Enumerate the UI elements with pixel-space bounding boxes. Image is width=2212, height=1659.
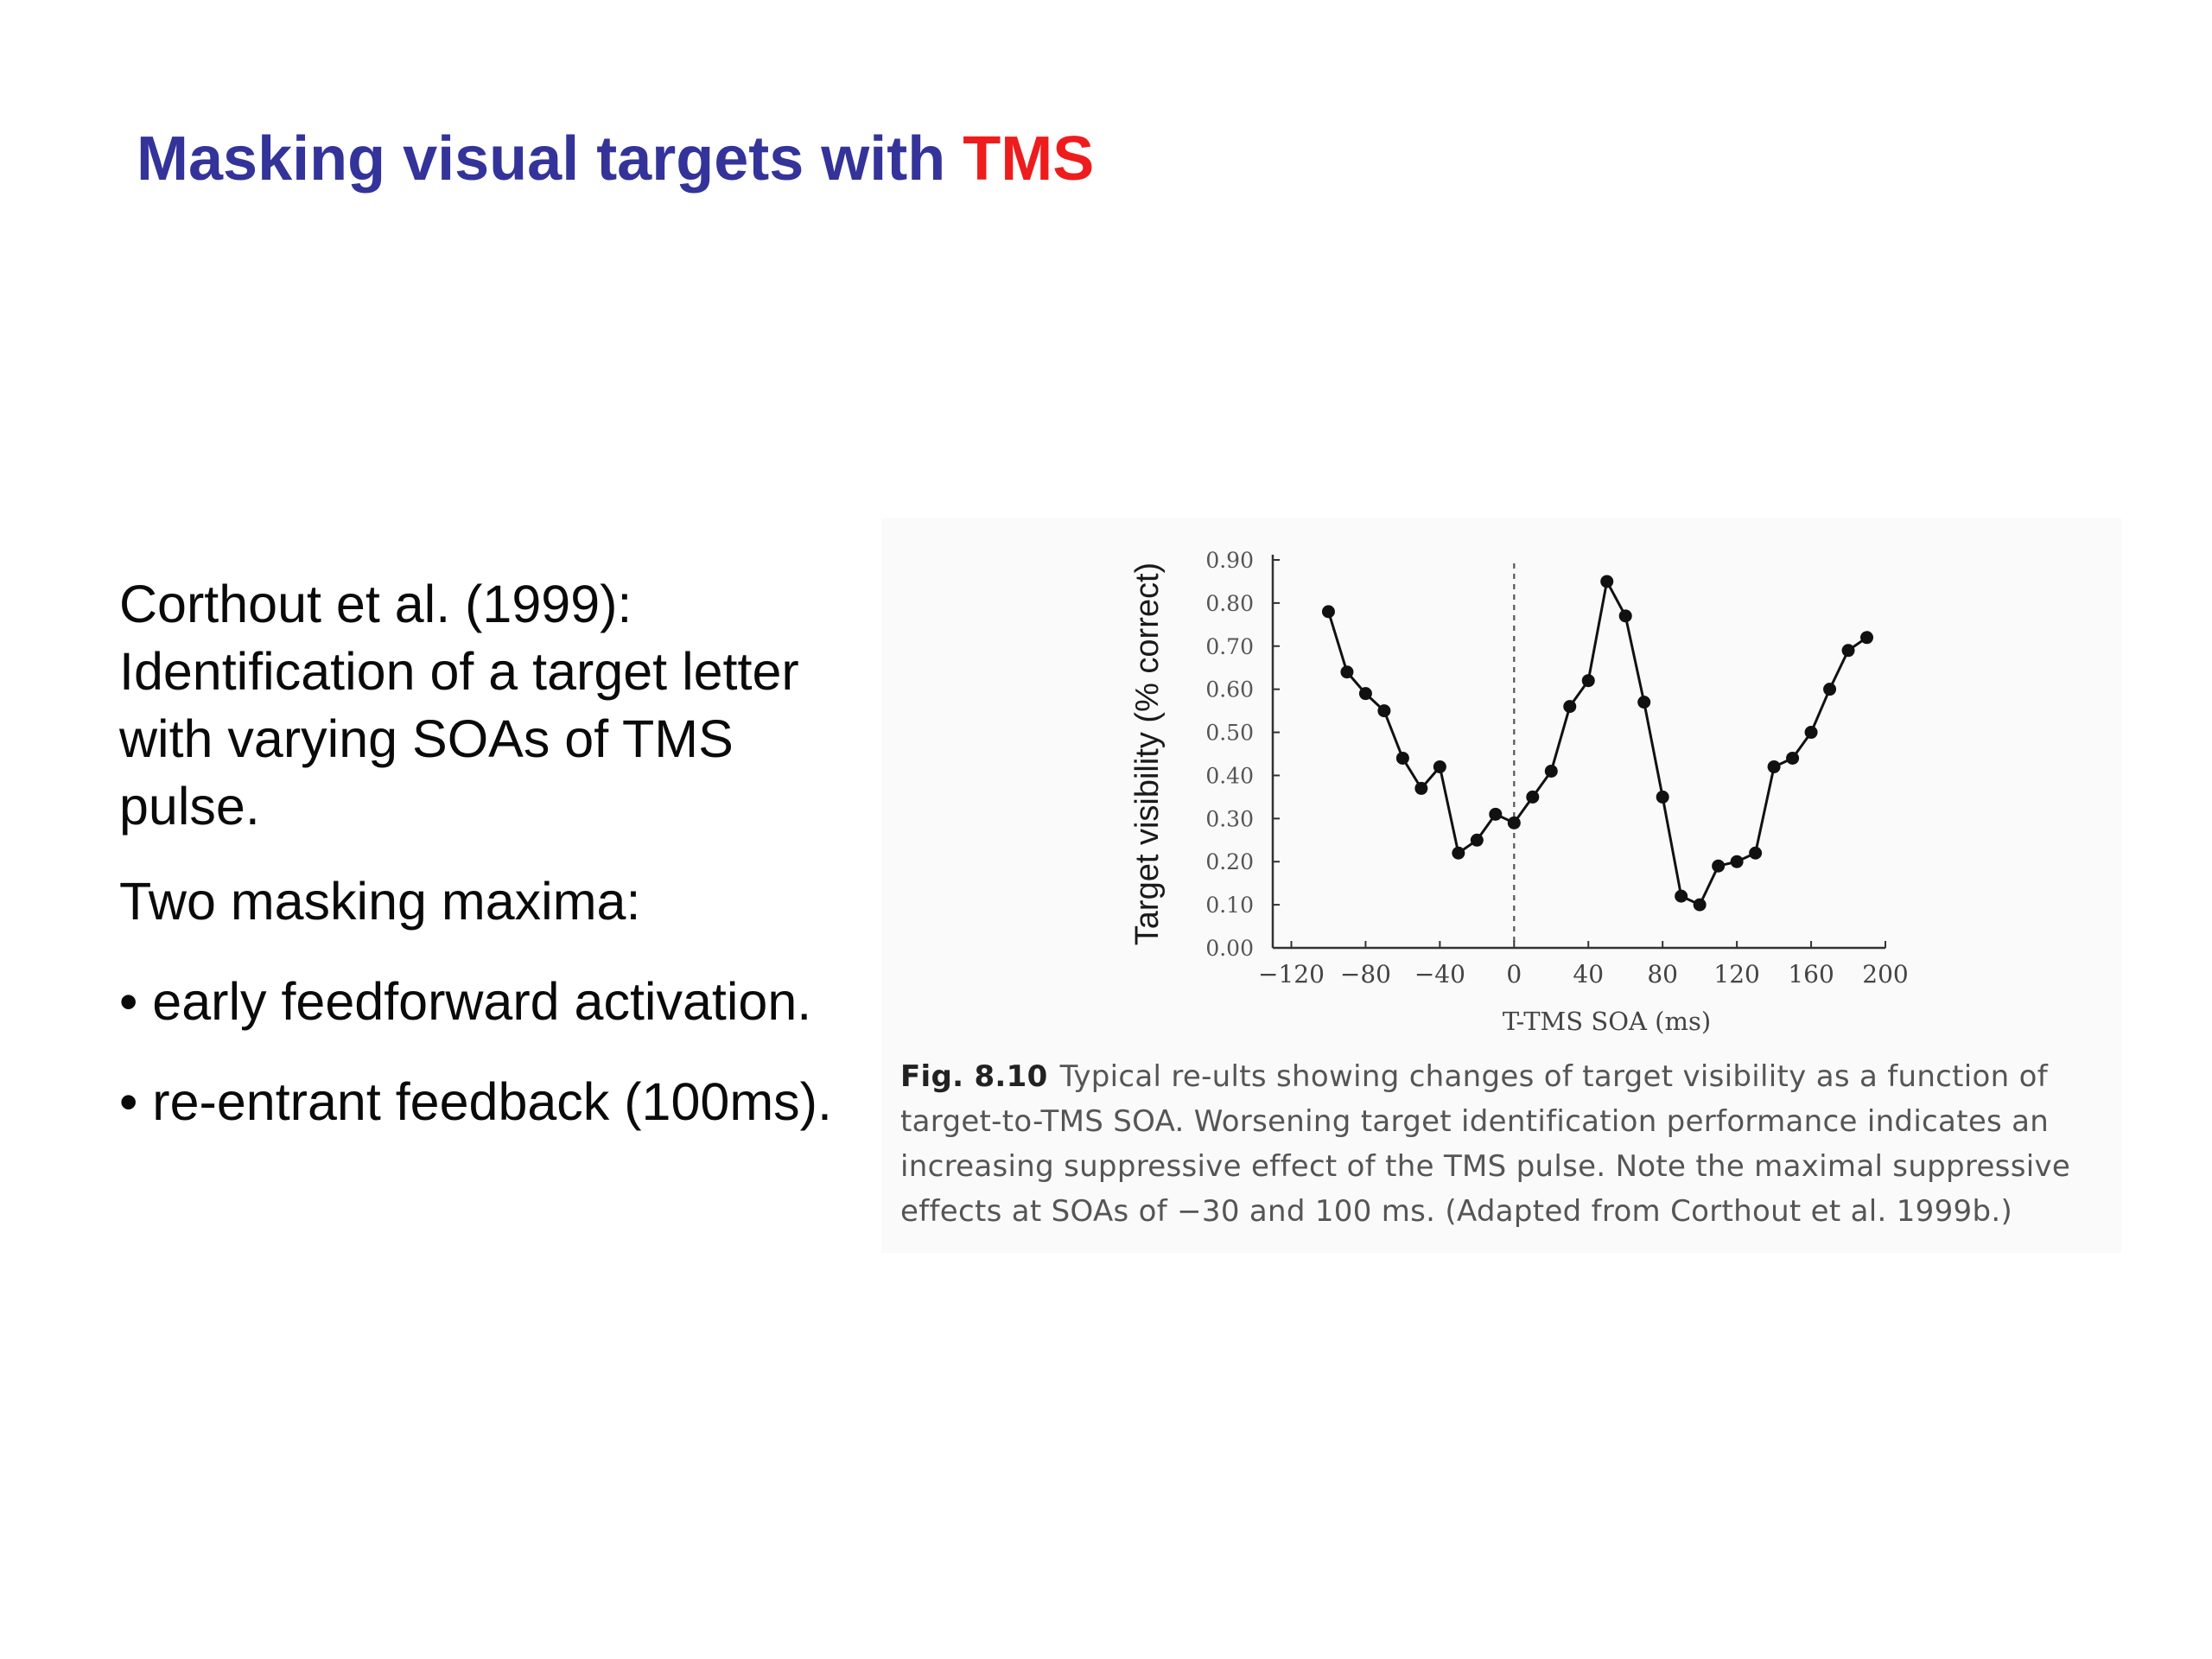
y-tick-label: 0.20 — [1205, 849, 1254, 874]
data-point — [1749, 846, 1763, 860]
y-axis-label: Target visibility (% correct) — [1129, 563, 1166, 945]
data-point — [1470, 833, 1484, 847]
data-point — [1767, 760, 1781, 773]
data-point — [1544, 764, 1558, 778]
data-point — [1377, 704, 1391, 718]
data-point — [1675, 889, 1688, 903]
x-tick-label: 160 — [1788, 960, 1834, 988]
bullet-feedback: • re-entrant feedback (100ms). — [119, 1072, 832, 1131]
figure-caption: Fig. 8.10 Typical re-ults showing changes… — [900, 1054, 2110, 1234]
bullet-feedforward: • early feedforward activation. — [119, 972, 812, 1031]
data-point — [1581, 674, 1595, 688]
data-point — [1730, 855, 1744, 868]
data-point — [1563, 700, 1577, 714]
x-tick-label: 80 — [1647, 960, 1678, 988]
x-tick-label: 40 — [1573, 960, 1604, 988]
y-tick-label: 0.70 — [1205, 634, 1254, 659]
data-point — [1860, 631, 1874, 645]
data-point — [1786, 751, 1800, 765]
chart-series — [1321, 575, 1874, 912]
data-point — [1395, 751, 1409, 765]
slide-title-accent: TMS — [963, 124, 1095, 194]
caption-text: Typical re-ults showing changes of targe… — [900, 1059, 2071, 1229]
x-tick-label: −40 — [1414, 960, 1465, 988]
x-tick-label: 120 — [1713, 960, 1759, 988]
data-point — [1340, 665, 1354, 679]
y-tick-label: 0.10 — [1205, 893, 1254, 918]
data-point — [1712, 859, 1726, 873]
data-point — [1841, 644, 1855, 658]
x-tick-label: 200 — [1862, 960, 1908, 988]
x-axis-label: T-TMS SOA (ms) — [1503, 1007, 1711, 1036]
y-tick-label: 0.90 — [1205, 548, 1254, 573]
y-tick-label: 0.80 — [1205, 591, 1254, 616]
data-point — [1804, 726, 1818, 740]
data-point — [1414, 781, 1428, 795]
x-tick-label: −80 — [1340, 960, 1391, 988]
body-text: Corthout et al. (1999): Identification o… — [119, 570, 880, 1135]
y-tick-label: 0.50 — [1205, 721, 1254, 746]
data-point — [1693, 898, 1707, 912]
x-tick-label: 0 — [1506, 960, 1522, 988]
slide-title: Masking visual targets with TMS — [137, 128, 1094, 190]
data-point — [1452, 846, 1465, 860]
study-description: Corthout et al. (1999): Identification o… — [119, 575, 799, 836]
y-tick-label: 0.00 — [1205, 936, 1254, 961]
data-point — [1321, 605, 1335, 619]
data-point — [1526, 790, 1540, 804]
data-point — [1507, 816, 1521, 830]
x-tick-label: −120 — [1258, 960, 1325, 988]
caption-label: Fig. 8.10 — [900, 1059, 1048, 1094]
data-point — [1823, 683, 1837, 696]
data-point — [1618, 609, 1632, 623]
data-point — [1433, 760, 1446, 773]
chart-ticks: 0.00 0.10 0.20 0.30 0.40 0.50 0.60 0.70 0.80 0.90… — [1205, 548, 1908, 988]
y-tick-label: 0.40 — [1205, 763, 1254, 788]
chart-axes — [1271, 555, 1885, 950]
data-point — [1600, 575, 1614, 588]
series-line — [1327, 577, 1868, 907]
data-point — [1637, 696, 1651, 709]
y-tick-label: 0.60 — [1205, 677, 1254, 702]
masking-maxima-heading: Two masking maxima: — [119, 872, 641, 931]
data-point — [1489, 807, 1503, 821]
y-tick-label: 0.30 — [1205, 806, 1254, 831]
data-point — [1358, 687, 1372, 701]
data-point — [1656, 790, 1669, 804]
figure: 0.00 0.10 0.20 0.30 0.40 0.50 0.60 0.70 0.80 0.90… — [881, 518, 2121, 1253]
visibility-chart: 0.00 0.10 0.20 0.30 0.40 0.50 0.60 0.70 0.80 0.90… — [1129, 548, 1909, 1036]
slide-title-main: Masking visual targets with — [137, 124, 963, 194]
